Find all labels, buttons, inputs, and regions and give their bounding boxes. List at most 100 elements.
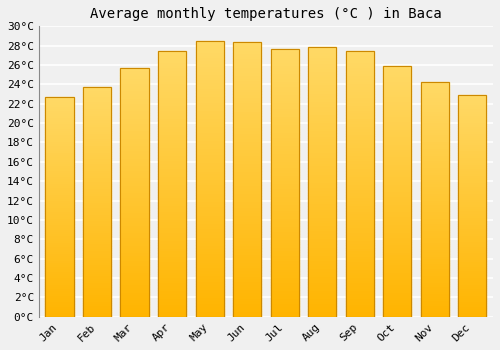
Bar (458, 250, 486, 252)
Bar (458, 259, 486, 261)
Bar (83, 262, 111, 264)
Bar (383, 232, 412, 234)
Bar (270, 204, 299, 207)
Bar (270, 215, 299, 218)
Bar (196, 311, 224, 314)
Bar (83, 209, 111, 211)
Bar (46, 205, 74, 207)
Bar (196, 206, 224, 209)
Bar (308, 219, 336, 222)
Bar (120, 265, 148, 267)
Bar (383, 282, 412, 284)
Bar (383, 272, 412, 274)
Bar (270, 159, 299, 161)
Bar (458, 111, 486, 113)
Bar (383, 299, 412, 302)
Bar (458, 153, 486, 155)
Bar (346, 277, 374, 280)
Bar (270, 51, 299, 54)
Bar (383, 202, 412, 204)
Bar (83, 195, 111, 197)
Bar (308, 92, 336, 95)
Bar (120, 279, 148, 282)
Bar (421, 310, 449, 312)
Bar (120, 302, 148, 304)
Bar (346, 285, 374, 288)
Bar (270, 67, 299, 70)
Bar (233, 121, 261, 124)
Bar (83, 237, 111, 239)
Bar (421, 202, 449, 204)
Bar (270, 137, 299, 140)
Bar (308, 160, 336, 163)
Title: Average monthly temperatures (°C ) in Baca: Average monthly temperatures (°C ) in Ba… (90, 7, 442, 21)
Bar (196, 143, 224, 146)
Bar (458, 168, 486, 170)
Bar (383, 269, 412, 272)
Bar (158, 62, 186, 65)
Bar (83, 103, 111, 106)
Bar (458, 248, 486, 250)
Bar (270, 99, 299, 102)
Bar (346, 57, 374, 60)
Bar (308, 285, 336, 287)
Bar (308, 274, 336, 276)
Bar (120, 173, 148, 175)
Bar (383, 252, 412, 254)
Bar (46, 231, 74, 233)
Bar (158, 120, 186, 123)
Bar (383, 176, 412, 179)
Bar (421, 136, 449, 139)
Bar (458, 128, 486, 131)
Bar (421, 270, 449, 272)
Bar (120, 202, 148, 205)
Bar (421, 172, 449, 174)
Bar (270, 186, 299, 188)
Bar (233, 160, 261, 163)
Bar (233, 311, 261, 314)
Bar (83, 115, 111, 117)
Bar (308, 241, 336, 244)
Bar (196, 113, 224, 115)
Bar (383, 71, 412, 74)
Bar (308, 87, 336, 90)
Bar (46, 211, 74, 214)
Bar (308, 228, 336, 230)
Bar (308, 141, 336, 144)
Bar (46, 169, 74, 172)
Bar (233, 119, 261, 121)
Bar (83, 172, 111, 175)
Bar (383, 81, 412, 84)
Bar (346, 301, 374, 303)
Bar (196, 138, 224, 140)
Bar (120, 309, 148, 312)
Bar (458, 122, 486, 124)
Bar (233, 116, 261, 119)
Bar (458, 144, 486, 146)
Bar (233, 229, 261, 232)
Bar (458, 179, 486, 182)
Bar (196, 46, 224, 49)
Bar (346, 171, 374, 174)
Bar (83, 106, 111, 108)
Bar (308, 63, 336, 65)
Bar (120, 130, 148, 133)
Bar (120, 145, 148, 148)
Bar (270, 161, 299, 164)
Bar (46, 148, 74, 150)
Bar (46, 260, 74, 262)
Bar (270, 306, 299, 309)
Bar (421, 268, 449, 270)
Bar (383, 284, 412, 287)
Bar (158, 65, 186, 68)
Bar (458, 164, 486, 166)
Bar (46, 139, 74, 141)
Bar (83, 159, 111, 161)
Bar (196, 231, 224, 234)
Bar (233, 86, 261, 89)
Bar (120, 205, 148, 207)
Bar (346, 200, 374, 203)
Bar (458, 217, 486, 219)
Bar (46, 176, 74, 178)
Bar (421, 197, 449, 199)
